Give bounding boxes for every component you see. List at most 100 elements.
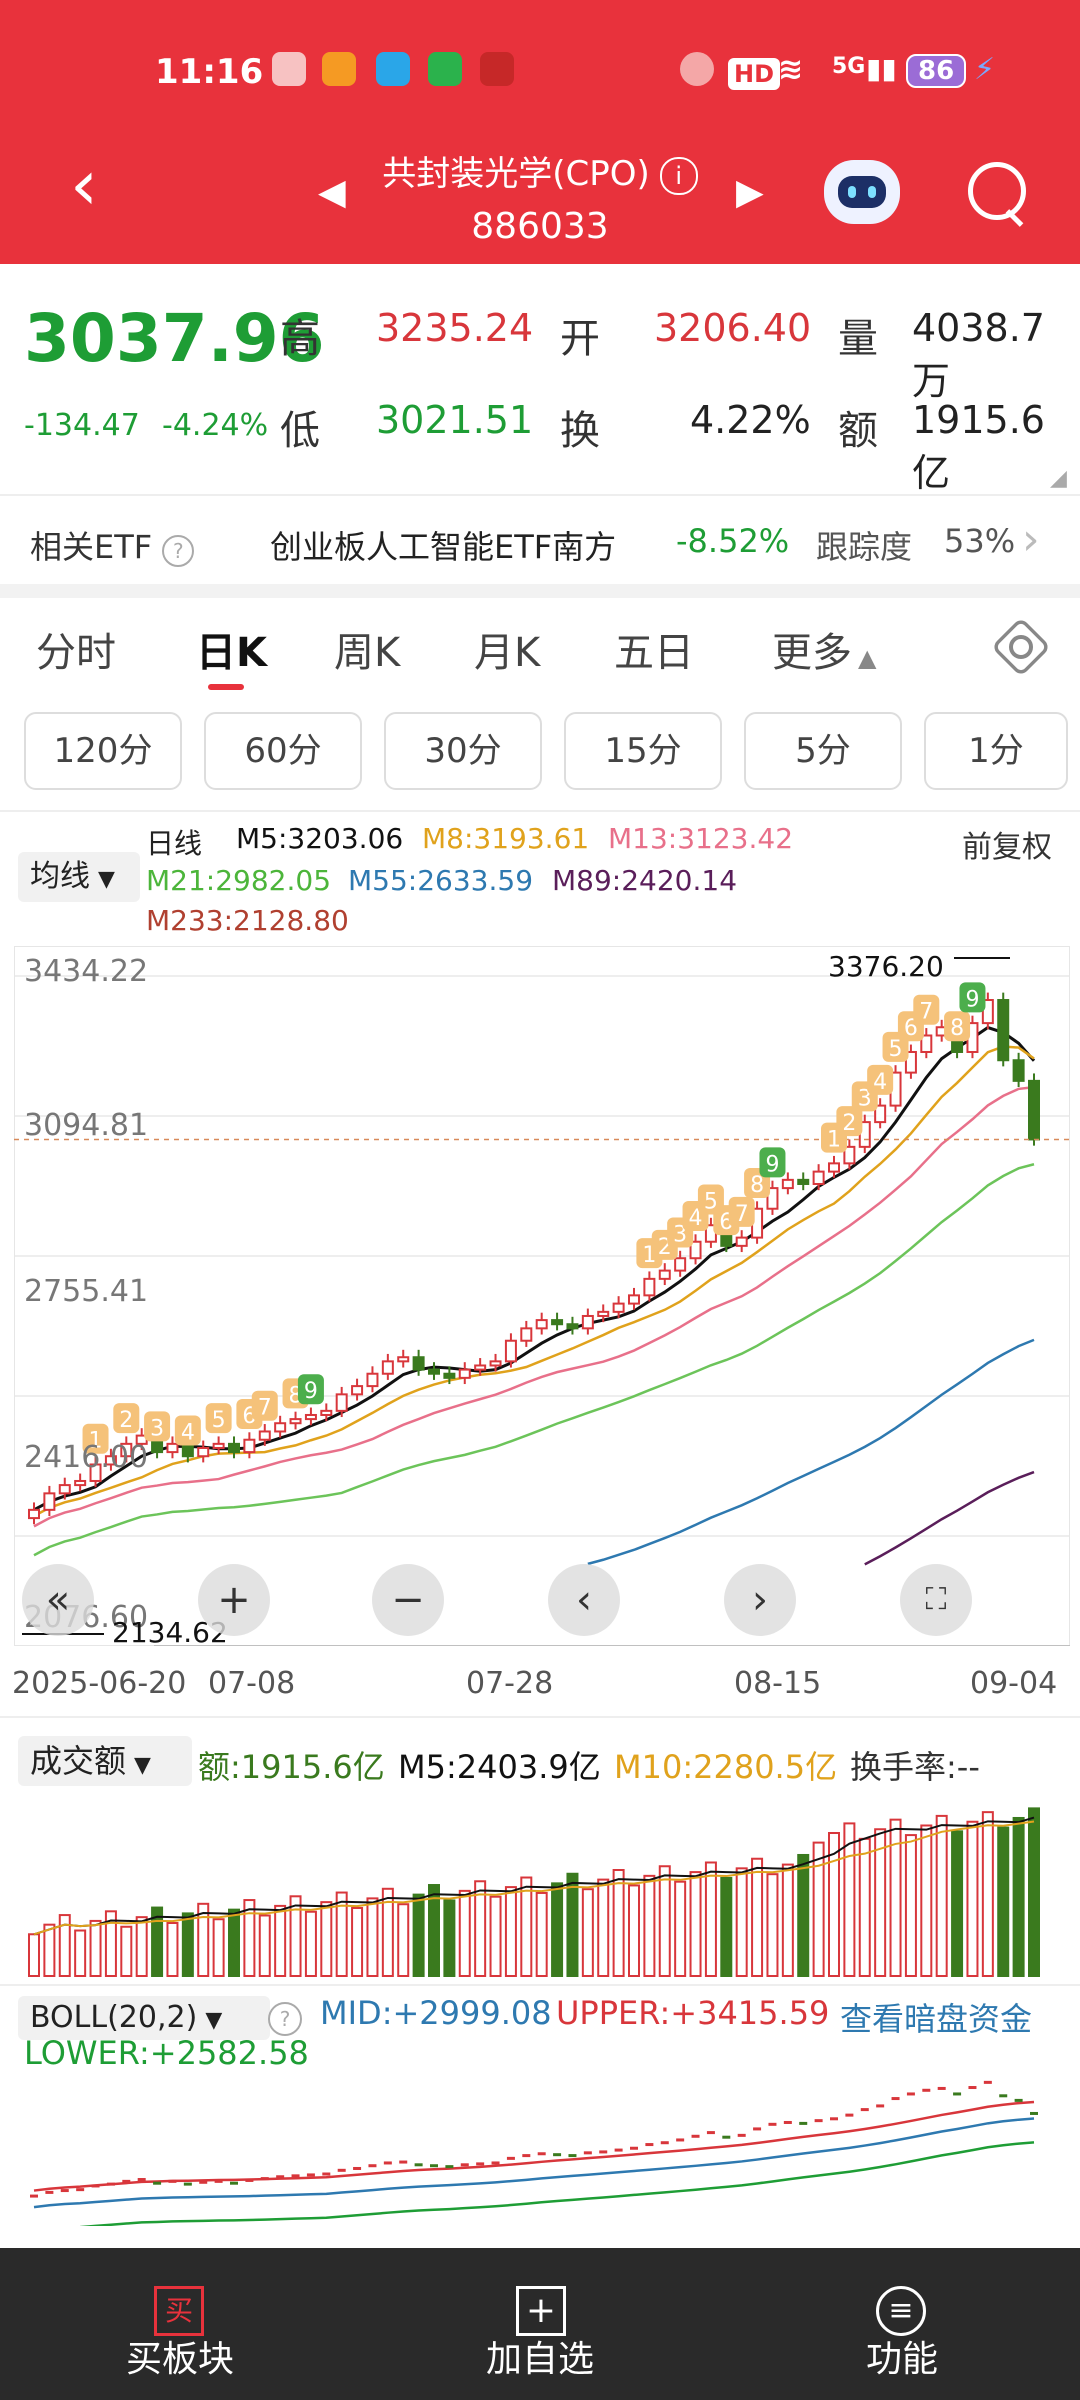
tab-5min[interactable]: 5分	[744, 712, 902, 790]
tab-daily-k[interactable]: 日K	[196, 630, 267, 676]
scroll-left-icon[interactable]: ‹	[548, 1564, 620, 1636]
volume-selector[interactable]: 成交额 ▼	[18, 1736, 192, 1786]
volume-bar	[704, 1861, 717, 1977]
candle-body	[797, 1178, 810, 1185]
ma-m13: M13:3123.42	[608, 822, 794, 855]
tab-1min[interactable]: 1分	[924, 712, 1068, 790]
candle-body	[212, 1442, 225, 1449]
add-watchlist-icon[interactable]: +	[516, 2286, 566, 2336]
tab-more[interactable]: 更多 ▲	[772, 630, 877, 676]
nav-buy-sector[interactable]: 买板块	[126, 2339, 235, 2380]
candle-body	[843, 1145, 856, 1165]
tab-30min[interactable]: 30分	[384, 712, 542, 790]
tab-five-day[interactable]: 五日	[614, 630, 694, 676]
etf-label: 相关ETF ?	[30, 522, 195, 568]
next-stock-icon[interactable]: ▶	[736, 172, 764, 213]
etf-name[interactable]: 创业板人工智能ETF南方	[270, 528, 617, 566]
current-price: 3037.96	[24, 300, 325, 377]
demark-chip	[174, 1415, 201, 1446]
volume-bar	[658, 1865, 671, 1977]
volume-bar	[597, 1878, 610, 1977]
demark-count: 6	[904, 1016, 918, 1041]
volume-bar	[258, 1914, 271, 1977]
candle-body	[366, 1372, 379, 1388]
demark-chip	[205, 1403, 232, 1434]
ma-m55: M55:2633.59	[348, 864, 534, 897]
boll-chart[interactable]	[14, 2076, 1070, 2226]
demark-chip	[867, 1064, 894, 1095]
amount-label: 额	[838, 408, 878, 454]
candle-body	[381, 1360, 394, 1375]
boll-selector[interactable]: BOLL(20,2) ▼	[18, 1996, 270, 2040]
tab-intraday[interactable]: 分时	[36, 630, 116, 676]
volume-bar	[166, 1922, 179, 1977]
tab-15min[interactable]: 15分	[564, 712, 722, 790]
chevron-right-icon[interactable]: ›	[1022, 514, 1040, 565]
volume-bar	[228, 1908, 240, 1977]
boll-mid: MID:+2999.08	[320, 1994, 552, 2032]
volume-bar	[74, 1929, 87, 1977]
help-icon[interactable]: ?	[162, 535, 195, 567]
fullscreen-icon[interactable]: ⛶	[900, 1564, 972, 1636]
candle-body	[781, 1178, 794, 1190]
candle-body	[58, 1484, 71, 1495]
adjust-mode[interactable]: 前复权	[962, 830, 1052, 865]
volume-chart[interactable]	[14, 1796, 1070, 1980]
info-icon[interactable]: i	[659, 156, 698, 195]
volume-bar	[751, 1857, 764, 1977]
hd-icon: HD	[728, 58, 781, 90]
scroll-left-fast-icon[interactable]: «	[22, 1564, 94, 1636]
volume-bar	[381, 1887, 394, 1977]
tab-60min[interactable]: 60分	[204, 712, 362, 790]
nav-functions[interactable]: 功能	[866, 2339, 939, 2380]
tab-monthly-k[interactable]: 月K	[474, 630, 541, 676]
ma-m8: M8:3193.61	[422, 822, 590, 855]
scroll-right-icon[interactable]: ›	[724, 1564, 796, 1636]
demark-count: 4	[181, 1420, 195, 1445]
candle-body	[520, 1327, 533, 1342]
search-icon[interactable]	[968, 162, 1026, 220]
volume-bar	[797, 1853, 810, 1977]
nav-add-watchlist[interactable]: 加自选	[486, 2339, 595, 2380]
tab-weekly-k[interactable]: 周K	[334, 630, 401, 676]
prev-stock-icon[interactable]: ◀	[318, 172, 346, 213]
back-icon[interactable]: ‹	[70, 144, 98, 226]
buy-sector-icon[interactable]: 买	[154, 2286, 204, 2336]
candle-body	[997, 999, 1010, 1062]
volume-bar	[874, 1828, 887, 1977]
candle-body	[628, 1294, 640, 1305]
volume-bar	[197, 1902, 210, 1977]
volume-bar	[243, 1899, 256, 1977]
signal-bars-icon: ▮▮	[866, 52, 897, 85]
volume-bar	[689, 1871, 702, 1977]
x-tick-0: 2025-06-20	[12, 1666, 187, 1701]
expand-corner-icon[interactable]: ◢	[1050, 466, 1067, 491]
zoom-out-icon[interactable]: −	[372, 1564, 444, 1636]
charging-icon: ⚡	[974, 52, 996, 87]
turnover-label: 换	[560, 408, 600, 454]
tab-120min[interactable]: 120分	[24, 712, 182, 790]
demark-count: 5	[212, 1408, 226, 1433]
candle-body	[1028, 1079, 1040, 1141]
volume-bar	[304, 1910, 317, 1977]
candle-body	[981, 999, 994, 1025]
x-tick-1: 07-08	[208, 1666, 296, 1701]
volume-amount: 额:1915.6亿	[198, 1748, 385, 1786]
volume-bar	[335, 1891, 348, 1977]
demark-count: 9	[304, 1379, 318, 1404]
ai-assistant-icon[interactable]	[824, 160, 900, 224]
bottom-nav: 买 + ≡	[0, 2248, 1080, 2400]
functions-icon[interactable]: ≡	[876, 2286, 926, 2336]
volume-bar	[458, 1889, 471, 1977]
triangle-up-icon: ▲	[858, 644, 877, 672]
ma-line-m21	[33, 1163, 1035, 1557]
volume-bar	[766, 1873, 779, 1977]
dark-pool-link[interactable]: 查看暗盘资金	[840, 2000, 1033, 2038]
volume-bar	[904, 1834, 917, 1978]
boll-help-icon[interactable]: ?	[268, 2002, 302, 2036]
divider	[0, 1716, 1080, 1718]
ma-selector[interactable]: 均线 ▼	[18, 852, 140, 902]
zoom-in-icon[interactable]: +	[198, 1564, 270, 1636]
etf-tracking-label: 跟踪度	[816, 528, 913, 566]
